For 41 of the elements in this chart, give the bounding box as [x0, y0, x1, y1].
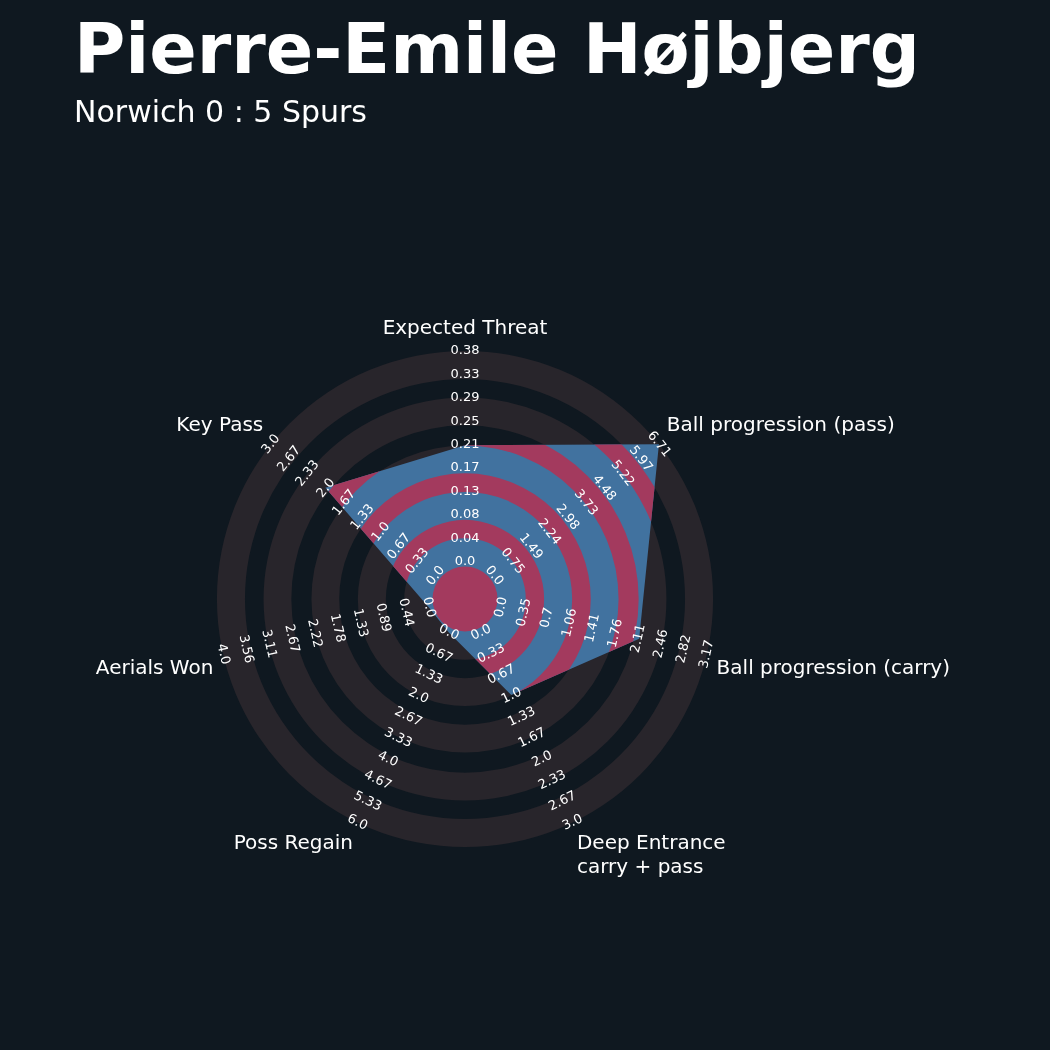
text: 2.0 — [312, 474, 338, 501]
text: 3.17 — [695, 638, 717, 670]
text: 0.35 — [512, 596, 534, 629]
text: 0.7 — [536, 605, 556, 630]
text: 0.44 — [396, 596, 418, 629]
text: 2.11 — [626, 622, 648, 655]
spoke-label: Key Pass — [176, 412, 264, 437]
text: 3.56 — [236, 632, 258, 665]
text: 0.17 — [450, 459, 480, 475]
chart-subtitle: Norwich 0 : 5 Spurs — [74, 94, 367, 129]
text: 2.46 — [649, 627, 671, 660]
text: 0.08 — [450, 506, 480, 522]
spoke-label: Aerials Won — [95, 654, 214, 679]
text: 0.0 — [482, 562, 508, 588]
spoke-label: Ball progression (carry) — [716, 654, 951, 679]
text: 1.06 — [558, 606, 580, 639]
spoke-label: Ball progression (pass) — [666, 412, 895, 437]
text: 0.29 — [450, 389, 480, 405]
chart-title: Pierre-Emile Højbjerg — [74, 8, 920, 90]
text: 2.82 — [672, 632, 694, 665]
text: 1.76 — [603, 617, 625, 649]
text: 0.0 — [422, 562, 448, 588]
text: 1.78 — [327, 612, 349, 644]
text: 2.67 — [282, 622, 304, 655]
text: 1.33 — [350, 606, 372, 639]
text: 0.0 — [454, 553, 476, 569]
text: 0.33 — [450, 365, 480, 381]
text: 3.11 — [259, 627, 281, 660]
text: 0.21 — [450, 436, 480, 452]
text: 2.22 — [305, 617, 327, 649]
text: 0.13 — [450, 482, 480, 498]
text: 4.0 — [214, 642, 234, 666]
spoke-label: Expected Threat — [382, 315, 548, 340]
text: 0.89 — [373, 601, 395, 634]
text: 0.38 — [450, 342, 480, 358]
text: 0.0 — [420, 595, 440, 619]
text: 0.25 — [450, 412, 480, 428]
text: 0.04 — [450, 529, 480, 545]
text: 1.0 — [367, 518, 393, 545]
text: 1.41 — [581, 612, 603, 644]
text: 0.0 — [490, 595, 510, 619]
